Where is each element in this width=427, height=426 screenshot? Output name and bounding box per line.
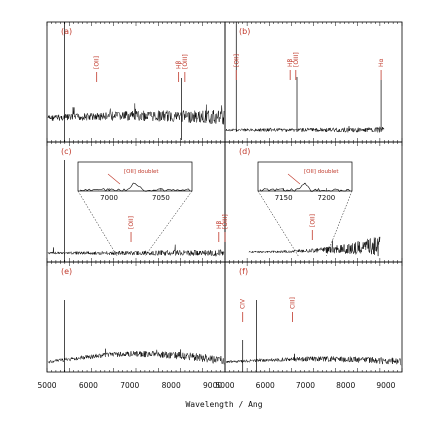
line-label-a-2: [OIII] [182,54,189,69]
panel-frame-a [46,21,226,143]
panel-frame-c [46,141,226,263]
x-tick-right-3: 8000 [336,381,355,390]
line-label-b-1: Hβ [287,58,294,67]
inset-tick-label-c-0: 7000 [100,194,118,202]
panel-frame-f [224,261,403,373]
x-tick-left-0: 5000 [37,381,56,390]
panel-label-f: (f) [239,267,248,276]
spectra-traces [47,22,402,372]
x-tick-left-3: 8000 [162,381,181,390]
zoom-connector [144,190,193,257]
zoom-connector [257,190,299,257]
line-label-c-2: [OIII] [222,214,229,229]
panel-frames [46,21,403,373]
line-label-c-0: [OII] [128,216,135,229]
inset-label-c: [OII] doublet [124,169,159,175]
x-axis-label: Wavelength / Ang [185,400,262,409]
spectrum-e [47,348,225,365]
panel-label-c: (c) [61,147,72,156]
x-tick-left-1: 6000 [79,381,98,390]
spectrum-f [225,353,402,366]
line-label-b-3: Hα [378,58,385,67]
line-label-f-1: CIII] [290,297,297,309]
spectrum-a [47,103,225,125]
line-label-f-0: CIV [240,298,247,309]
x-tick-right-0: 5000 [215,381,234,390]
x-tick-left-4: 9000 [203,381,222,390]
inset-pointer-c [107,173,121,185]
zoom-connector [326,190,353,257]
line-label-d-0: [OII] [309,214,316,227]
inset-tick-label-c-1: 7050 [152,194,170,202]
x-tick-left-2: 7000 [120,381,139,390]
panel-frame-b [224,21,403,143]
spectrum-c [47,244,225,258]
x-tick-right-1: 6000 [256,381,275,390]
x-tick-right-4: 9000 [376,381,395,390]
panel-frame-e [46,261,226,373]
inset-tick-label-d-0: 7150 [275,194,293,202]
spectrum-b [225,126,385,134]
inset-frame-c [77,161,193,192]
panel-label-d: (d) [239,147,250,156]
inset-trace-c [79,182,191,192]
x-tick-right-2: 7000 [296,381,315,390]
inset-label-d: [OII] doublet [304,169,339,175]
inset-pointer-d [287,173,301,185]
line-label-c-1: Hβ [216,220,223,229]
spectrum-d [248,236,381,257]
zoom-connector [77,190,118,257]
inset-trace-d [259,182,351,192]
line-label-b-2: [OIII] [293,52,300,67]
panel-label-b: (b) [239,27,250,36]
inset-tick-label-d-1: 7200 [317,194,335,202]
line-label-b-0: [OII] [233,54,240,67]
inset-boxes: [OII] doublet 7000 7050 [OII] doublet 7150 72… [77,161,353,257]
panel-label-e: (e) [61,267,72,276]
line-label-a-1: Hβ [176,60,183,69]
line-annotations: (a) (b)(c) (d)(e) (f)[OII] Hβ [OIII] [OII] Hβ[O… [61,27,385,322]
inset-frame-d [257,161,353,192]
panel-label-a: (a) [61,27,72,36]
line-label-a-0: [OII] [94,56,101,69]
